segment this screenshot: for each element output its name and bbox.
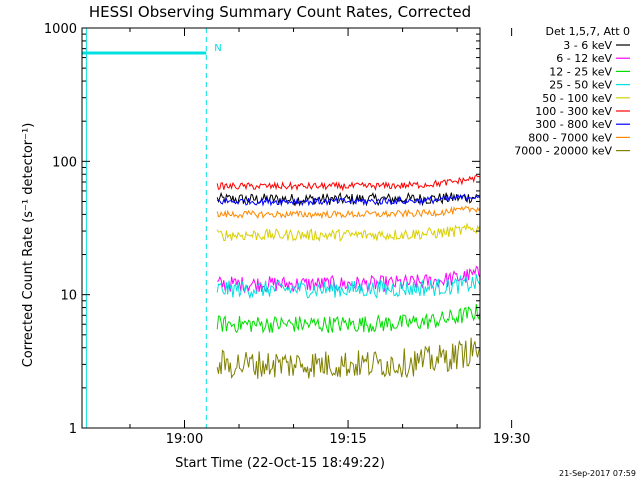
y-tick-label: 1000: [44, 22, 77, 37]
series-line-2: [217, 265, 480, 294]
y-axis-label: Corrected Count Rate (s⁻¹ detector⁻¹): [21, 123, 36, 368]
y-tick-label: 10: [60, 289, 77, 304]
x-tick-label: 19:30: [493, 432, 530, 447]
series-line-1: [216, 191, 480, 207]
legend-entry-4: 25 - 50 keV: [549, 79, 612, 92]
x-tick-label: 19:00: [166, 432, 203, 447]
series-line-6: [216, 174, 480, 192]
plot-frame: [81, 27, 481, 429]
legend-entry-8: 800 - 7000 keV: [528, 131, 612, 144]
legend-entry-9: 7000 - 20000 keV: [514, 145, 612, 158]
series-line-7: [217, 193, 480, 207]
legend-entry-2: 6 - 12 keV: [556, 52, 612, 65]
x-axis-label: Start Time (22-Oct-15 18:49:22): [175, 456, 385, 471]
flag-label-N: N: [214, 43, 221, 54]
chart-title: HESSI Observing Summary Count Rates, Cor…: [89, 3, 471, 21]
legend-entry-3: 12 - 25 keV: [549, 65, 612, 78]
series-line-5: [216, 222, 480, 243]
series-line-3: [216, 304, 480, 334]
series-line-8: [216, 205, 480, 220]
legend-entry-5: 50 - 100 keV: [542, 92, 612, 105]
legend-entry-7: 300 - 800 keV: [535, 118, 612, 131]
x-tick-label: 19:15: [329, 432, 366, 447]
legend-title: Det 1,5,7, Att 0: [546, 25, 630, 38]
series-line-9: [216, 337, 480, 379]
marker-layer: NFS: [82, 28, 222, 428]
plot-area: NFS: [82, 28, 480, 428]
y-tick-label: 1: [69, 422, 77, 437]
legend-entry-6: 100 - 300 keV: [535, 105, 612, 118]
series-layer: [216, 174, 480, 379]
y-tick-label: 100: [52, 155, 77, 170]
footer-timestamp: 21-Sep-2017 07:59: [559, 469, 636, 478]
series-line-4: [216, 274, 480, 300]
legend-entry-1: 3 - 6 keV: [563, 39, 612, 52]
